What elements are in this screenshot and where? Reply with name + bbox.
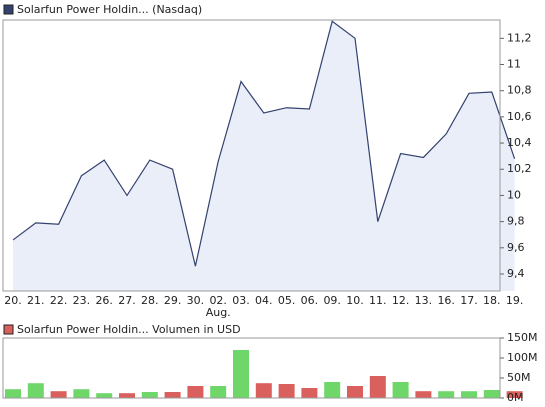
y-tick-label: 50M [507, 371, 531, 384]
x-tick-label: 03. [232, 294, 250, 307]
volume-bar [438, 391, 455, 398]
y-tick-label: 100M [507, 351, 538, 364]
volume-bar [278, 384, 295, 398]
y-tick-label: 10 [507, 188, 521, 201]
volume-bar [50, 391, 67, 398]
volume-bar [483, 390, 500, 398]
plot-frame [2, 19, 501, 292]
x-tick-label: 11. [369, 294, 387, 307]
y-tick-label: 150M [507, 331, 538, 344]
y-tick-label: 10,8 [507, 84, 532, 97]
x-tick-label: 04. [255, 294, 273, 307]
x-tick-label: 23. [73, 294, 91, 307]
x-tick-label: 12. [392, 294, 410, 307]
volume-bar [27, 383, 44, 398]
x-tick-label: 22. [50, 294, 68, 307]
y-tick-label: 9,4 [507, 267, 525, 280]
volume-bar [187, 386, 204, 398]
area [13, 21, 515, 292]
volume-bar [233, 350, 249, 398]
volume-bar [164, 392, 181, 398]
x-tick-label: 30. [187, 294, 205, 307]
volume-bar [73, 389, 90, 398]
y-tick-label: 9,8 [507, 215, 525, 228]
volume-bar [5, 389, 21, 398]
volume-bar [461, 391, 477, 398]
x-tick-label: 27. [118, 294, 136, 307]
x-tick-label: 10. [346, 294, 364, 307]
x-tick-label: 13. [415, 294, 433, 307]
x-tick-label: 09. [323, 294, 341, 307]
volume-bar [119, 393, 135, 398]
legend-label: Solarfun Power Holdin... (Nasdaq) [17, 3, 202, 16]
x-tick-label: 21. [27, 294, 45, 307]
y-tick-label: 10,2 [507, 162, 532, 175]
x-tick-label: 05. [278, 294, 296, 307]
legend-swatch [3, 4, 14, 15]
price-line [12, 20, 516, 267]
volume-bar [301, 388, 318, 398]
x-tick-label: 16. [437, 294, 455, 307]
x-tick-label: 26. [95, 294, 113, 307]
x-tick-label: 18. [483, 294, 501, 307]
y-tick-label: 0M [507, 391, 524, 404]
volume-bar [255, 383, 272, 398]
x-tick-label: 29. [164, 294, 182, 307]
plot-frame [2, 337, 501, 399]
volume-bar [96, 393, 113, 398]
y-tick-label: 9,6 [507, 241, 525, 254]
legend-swatch [3, 324, 14, 335]
x-tick-label: 17. [460, 294, 478, 307]
volume-bar [415, 391, 432, 398]
volume-bar [210, 386, 227, 398]
x-tick-label: 28. [141, 294, 159, 307]
volume-bar [506, 391, 523, 398]
x-annotation: Aug. [206, 306, 231, 319]
y-tick-label: 11 [507, 58, 521, 71]
volume-bar [347, 386, 363, 398]
volume-bar [324, 382, 341, 398]
x-tick-label: 20. [4, 294, 22, 307]
legend-label: Solarfun Power Holdin... Volumen in USD [17, 323, 241, 336]
x-tick-label: 06. [301, 294, 319, 307]
y-tick-label: 10,4 [507, 136, 532, 149]
y-tick-label: 11,2 [507, 31, 532, 44]
y-tick-label: 10,6 [507, 110, 532, 123]
x-tick-label: 02. [209, 294, 227, 307]
volume-bar [392, 382, 409, 398]
volume-bar [141, 392, 158, 398]
x-tick-label: 19. [506, 294, 524, 307]
volume-bar [369, 376, 386, 398]
